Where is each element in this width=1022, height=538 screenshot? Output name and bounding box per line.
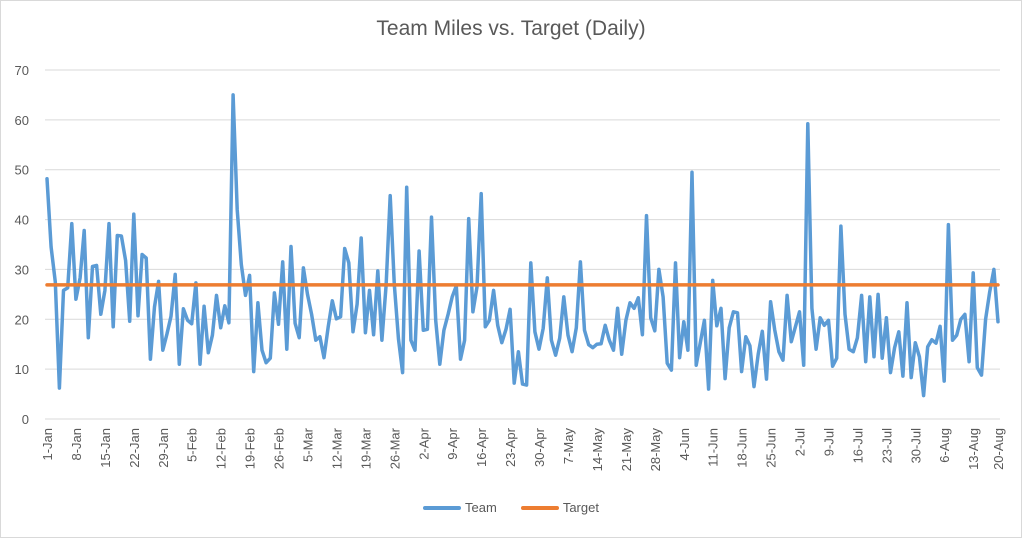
x-tick-label: 5-Mar — [300, 427, 315, 462]
x-tick-label: 23-Jul — [879, 428, 894, 464]
x-axis-ticks: 1-Jan 8-Jan 15-Jan 22-Jan 29-Jan 5-Feb 12-Feb 1… — [40, 427, 1006, 471]
y-tick-label: 40 — [15, 213, 29, 228]
legend-label-team: Team — [465, 500, 497, 515]
series-lines — [45, 93, 1000, 398]
x-tick-label: 21-May — [619, 428, 634, 472]
x-tick-label: 4-Jun — [677, 428, 692, 461]
x-tick-label: 18-Jun — [735, 428, 750, 468]
x-tick-label: 22-Jan — [127, 428, 142, 468]
y-tick-label: 30 — [15, 262, 29, 277]
x-tick-label: 23-Apr — [503, 427, 518, 467]
x-tick-label: 2-Apr — [416, 427, 431, 459]
legend-item-target[interactable]: Target — [520, 500, 599, 515]
x-tick-label: 19-Feb — [243, 428, 258, 469]
y-tick-label: 60 — [15, 113, 29, 128]
x-tick-label: 16-Apr — [474, 427, 489, 467]
legend-item-team[interactable]: Team — [423, 500, 497, 515]
x-tick-label: 25-Jun — [764, 428, 779, 468]
y-tick-label: 50 — [15, 163, 29, 178]
x-tick-label: 11-Jun — [706, 428, 721, 467]
series-line-team[interactable] — [45, 93, 1000, 398]
gridlines — [45, 69, 1000, 420]
y-tick-label: 70 — [15, 63, 29, 78]
x-tick-label: 6-Aug — [937, 428, 952, 463]
legend-swatch-target — [520, 505, 559, 510]
x-tick-label: 30-Apr — [532, 427, 547, 467]
x-tick-label: 26-Mar — [387, 427, 402, 469]
x-tick-label: 8-Jan — [69, 428, 84, 461]
x-tick-label: 29-Jan — [156, 428, 171, 468]
y-tick-label: 0 — [22, 412, 29, 427]
y-tick-label: 10 — [15, 362, 29, 377]
y-axis-ticks: 0 10 20 30 40 50 60 70 — [15, 63, 29, 427]
x-tick-label: 12-Feb — [214, 428, 229, 469]
x-tick-label: 19-Mar — [358, 427, 373, 469]
legend-swatch-team — [423, 505, 462, 510]
chart-title: Team Miles vs. Target (Daily) — [376, 17, 646, 40]
x-tick-label: 20-Aug — [991, 428, 1006, 470]
x-tick-label: 2-Jul — [793, 428, 808, 456]
x-tick-label: 26-Feb — [272, 428, 287, 469]
x-tick-label: 14-May — [590, 428, 605, 472]
x-tick-label: 13-Aug — [966, 428, 981, 470]
x-tick-label: 1-Jan — [40, 428, 55, 461]
x-tick-label: 9-Jul — [821, 428, 836, 456]
legend: Team Target — [0, 500, 1022, 515]
y-tick-label: 20 — [15, 312, 29, 327]
x-tick-label: 30-Jul — [908, 428, 923, 464]
legend-label-target: Target — [562, 500, 599, 515]
x-tick-label: 15-Jan — [98, 428, 113, 468]
x-tick-label: 16-Jul — [850, 428, 865, 464]
x-tick-label: 12-Mar — [329, 427, 344, 469]
x-tick-label: 28-May — [648, 428, 663, 472]
x-tick-label: 9-Apr — [445, 427, 460, 459]
x-tick-label: 7-May — [561, 428, 576, 465]
x-tick-label: 5-Feb — [185, 428, 200, 462]
